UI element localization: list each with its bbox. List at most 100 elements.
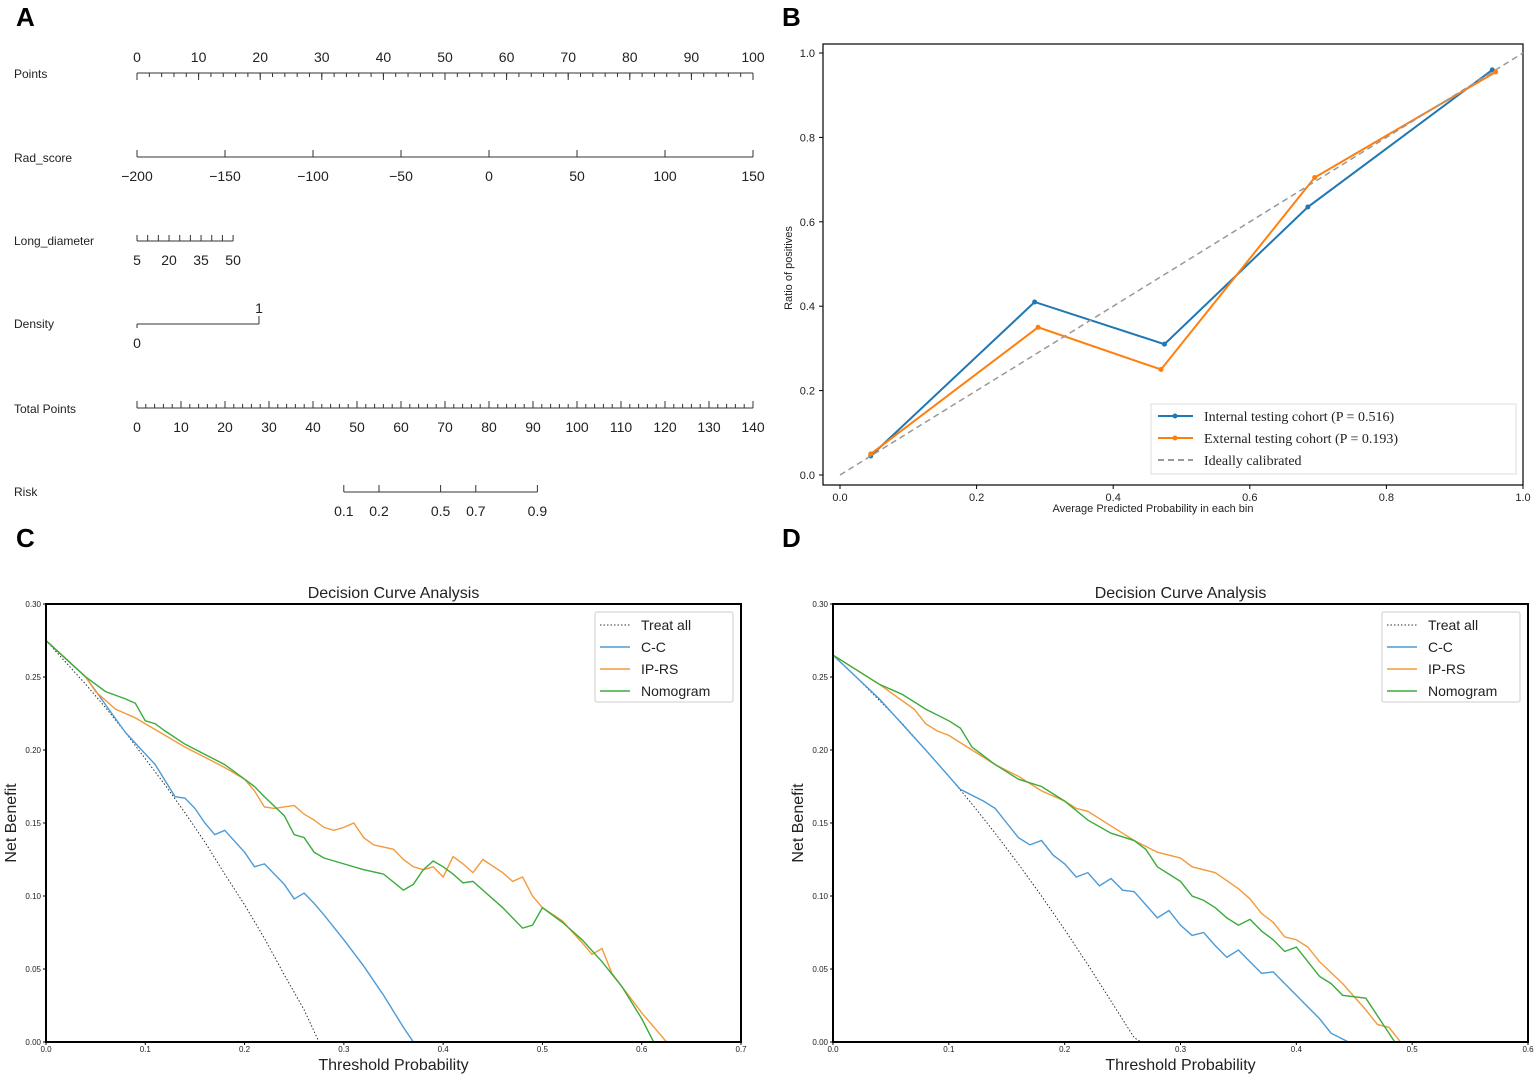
panel-label-b: B bbox=[782, 2, 801, 32]
tick-label: 60 bbox=[393, 419, 409, 435]
tick-label: 0.5 bbox=[431, 503, 451, 519]
y-tick-label: 0.05 bbox=[25, 965, 41, 974]
data-point bbox=[1312, 174, 1318, 180]
tick-label: 50 bbox=[437, 49, 453, 65]
x-tick-label: 0.5 bbox=[1407, 1045, 1419, 1054]
dca-panel-c: Decision Curve Analysis 0.0 0.1 0.2 0.3 0.4 0.… bbox=[3, 585, 747, 1074]
x-tick-label: 0.2 bbox=[239, 1045, 251, 1054]
x-tick-label: 0.0 bbox=[40, 1045, 52, 1054]
nomogram-row-long-diameter: Long_diameter 5 20 35 50 bbox=[14, 234, 241, 268]
tick-label: 140 bbox=[741, 419, 765, 435]
tick-label: 0.9 bbox=[528, 503, 548, 519]
tick-label: 40 bbox=[376, 49, 392, 65]
nomogram-row-total-points: Total Points 0 10 20 30 40 50 60 70 80 90 100 110 120… bbox=[14, 401, 765, 435]
y-tick-label: 0.15 bbox=[25, 819, 41, 828]
x-tick-label: 1.0 bbox=[1515, 492, 1530, 504]
y-tick-label: 0.10 bbox=[812, 892, 828, 901]
y-tick-label: 0.0 bbox=[800, 470, 815, 482]
tick-label: 100 bbox=[653, 168, 677, 184]
x-tick-label: 0.6 bbox=[1242, 492, 1257, 504]
y-tick-label: 0.2 bbox=[800, 386, 815, 398]
y-tick-label: 0.30 bbox=[25, 600, 41, 609]
legend-label: Internal testing cohort (P = 0.516) bbox=[1204, 410, 1394, 425]
x-axis-label: Average Predicted Probability in each bi… bbox=[1053, 503, 1254, 515]
tick-label: −100 bbox=[297, 168, 329, 184]
tick-label: 0 bbox=[133, 419, 141, 435]
tick-label: 10 bbox=[191, 49, 207, 65]
x-tick-label: 0.0 bbox=[827, 1045, 839, 1054]
y-tick-label: 0.20 bbox=[25, 746, 41, 755]
series-line-treat-all bbox=[46, 640, 320, 1042]
tick-label: 50 bbox=[349, 419, 365, 435]
row-label: Points bbox=[14, 67, 47, 81]
tick-label: 80 bbox=[622, 49, 638, 65]
x-tick-label: 0.3 bbox=[1175, 1045, 1187, 1054]
tick-label: 5 bbox=[133, 252, 141, 268]
x-tick-label: 0.3 bbox=[338, 1045, 350, 1054]
y-tick-label: 1.0 bbox=[800, 48, 815, 60]
x-axis-label: Threshold Probability bbox=[1105, 1057, 1255, 1074]
data-point bbox=[868, 451, 874, 457]
tick-label: 10 bbox=[173, 419, 189, 435]
nomogram-row-density: Density 0 1 bbox=[14, 300, 263, 351]
plot-frame bbox=[832, 603, 1529, 1043]
tick-label: 0.7 bbox=[466, 503, 486, 519]
data-point bbox=[1032, 299, 1038, 305]
tick-label: −150 bbox=[209, 168, 241, 184]
legend-label: C-C bbox=[1428, 639, 1453, 655]
row-label: Long_diameter bbox=[14, 234, 94, 248]
tick-label: 150 bbox=[741, 168, 765, 184]
x-tick-label: 0.4 bbox=[1106, 492, 1121, 504]
legend: Treat all C-C IP-RS Nomogram bbox=[1381, 611, 1521, 703]
tick-label: 0 bbox=[485, 168, 493, 184]
row-label: Density bbox=[14, 317, 54, 331]
panel-label-a: A bbox=[16, 2, 35, 32]
tick-label: 90 bbox=[684, 49, 700, 65]
x-tick-label: 0.2 bbox=[1059, 1045, 1071, 1054]
legend-label: External testing cohort (P = 0.193) bbox=[1204, 432, 1398, 447]
legend-marker bbox=[1172, 413, 1178, 419]
x-tick-label: 0.6 bbox=[636, 1045, 648, 1054]
plot-area bbox=[833, 654, 1402, 1042]
tick-label: 0 bbox=[133, 49, 141, 65]
x-tick-label: 0.7 bbox=[735, 1045, 747, 1054]
y-axis-label: Net Benefit bbox=[3, 783, 20, 863]
tick-label: 110 bbox=[610, 419, 633, 435]
legend-box bbox=[594, 611, 734, 703]
row-label: Rad_score bbox=[14, 151, 72, 165]
legend-label: Nomogram bbox=[641, 683, 710, 699]
x-tick-label: 0.1 bbox=[140, 1045, 152, 1054]
y-tick-label: 0.15 bbox=[812, 819, 828, 828]
series-line-ip-rs bbox=[833, 654, 1402, 1042]
x-tick-label: 0.2 bbox=[969, 492, 984, 504]
panel-label-c: C bbox=[16, 523, 35, 553]
legend-box bbox=[1381, 611, 1521, 703]
tick-label: 30 bbox=[314, 49, 330, 65]
legend-label: Treat all bbox=[1428, 617, 1478, 633]
tick-label: 0 bbox=[133, 335, 141, 351]
y-axis-label: Ratio of positives bbox=[783, 226, 795, 310]
series-line-c-c bbox=[46, 639, 414, 1042]
y-tick-label: 0.20 bbox=[812, 746, 828, 755]
x-tick-label: 0.1 bbox=[943, 1045, 955, 1054]
plot-area bbox=[46, 639, 668, 1042]
y-tick-label: 0.30 bbox=[812, 600, 828, 609]
data-point bbox=[1161, 341, 1167, 347]
dca-panel-d: Decision Curve Analysis 0.0 0.1 0.2 0.3 0.4 0.… bbox=[790, 585, 1534, 1074]
legend: Treat all C-C IP-RS Nomogram bbox=[594, 611, 734, 703]
y-tick-label: 0.25 bbox=[25, 673, 41, 682]
y-tick-label: 0.00 bbox=[812, 1038, 828, 1047]
data-point bbox=[1035, 324, 1041, 330]
data-point bbox=[1158, 367, 1164, 372]
series-line-nomogram bbox=[833, 654, 1396, 1042]
y-tick-label: 0.6 bbox=[800, 217, 815, 229]
y-tick-label: 0.25 bbox=[812, 673, 828, 682]
data-point bbox=[1493, 69, 1499, 75]
series-line-nomogram bbox=[46, 639, 655, 1042]
legend-label: Ideally calibrated bbox=[1204, 454, 1302, 469]
legend-label: Nomogram bbox=[1428, 683, 1497, 699]
series-line-treat-all bbox=[833, 654, 1142, 1042]
x-tick-label: 0.4 bbox=[438, 1045, 450, 1054]
legend-box bbox=[1150, 403, 1517, 475]
